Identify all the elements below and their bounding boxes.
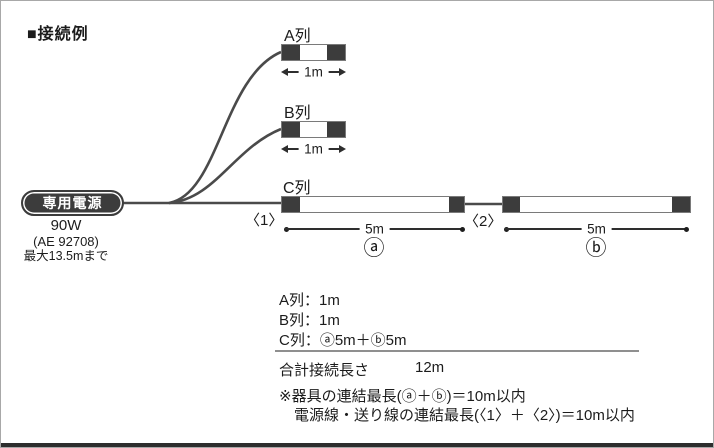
segment-a-dimension: 5m [284, 221, 465, 237]
strip-end-cap [449, 197, 464, 212]
power-model: (AE 92708) [33, 234, 99, 249]
total-length-label: 合計接続長さ [279, 362, 370, 379]
row-a-dimension: 1m [281, 64, 346, 80]
note-fixture-max: ※器具の連結最長(ⓐ＋ⓑ)＝10m以内 [279, 388, 526, 405]
connector-1-label: 〈1〉 [245, 212, 284, 229]
row-a-length: 1m [298, 64, 329, 80]
power-max-note: 最大13.5mまで [23, 249, 109, 263]
row-b-strip [281, 121, 346, 138]
summary-row-c: C列：ⓐ5m＋ⓑ5m [279, 332, 407, 349]
power-wattage: 90W [50, 217, 82, 234]
row-c-strip-segment-b [502, 196, 691, 213]
power-supply-label: 専用電源 [42, 195, 103, 211]
segment-a-mark: ⓐ [363, 237, 385, 260]
bottom-rule-bar [1, 443, 713, 447]
row-a-label: A列 [284, 28, 311, 45]
strip-end-cap [327, 122, 345, 137]
strip-end-cap [282, 45, 300, 60]
strip-end-cap [282, 122, 300, 137]
segment-a-length: 5m [359, 221, 390, 237]
page-title: ■接続例 [27, 26, 89, 43]
summary-row-a: A列：1m [279, 292, 340, 309]
strip-body [300, 122, 327, 137]
connector-2-label: 〈2〉 [464, 213, 503, 230]
strip-end-cap [503, 197, 520, 212]
segment-b-length: 5m [581, 221, 612, 237]
strip-body [300, 197, 449, 212]
segment-b-mark: ⓑ [585, 237, 607, 260]
segment-b-dimension: 5m [504, 221, 689, 237]
row-b-dimension: 1m [281, 141, 346, 157]
strip-body [520, 197, 672, 212]
summary-row-b: B列：1m [279, 312, 340, 329]
row-b-length: 1m [298, 141, 329, 157]
strip-end-cap [282, 197, 300, 212]
strip-body [300, 45, 327, 60]
row-a-strip [281, 44, 346, 61]
power-supply-pill: 専用電源 [21, 190, 124, 216]
total-length-value: 12m [415, 359, 445, 376]
wire-branch-to-row-a [168, 50, 282, 205]
row-b-label: B列 [284, 105, 311, 122]
row-c-strip-segment-a [281, 196, 465, 213]
strip-end-cap [327, 45, 345, 60]
wire-branch-to-row-b [168, 127, 282, 205]
note-wiring-max: 電源線・送り線の連結最長(〈1〉＋〈2〉)＝10m以内 [294, 407, 635, 424]
strip-end-cap [672, 197, 690, 212]
row-c-label: C列 [283, 180, 311, 197]
summary-divider [275, 350, 639, 352]
